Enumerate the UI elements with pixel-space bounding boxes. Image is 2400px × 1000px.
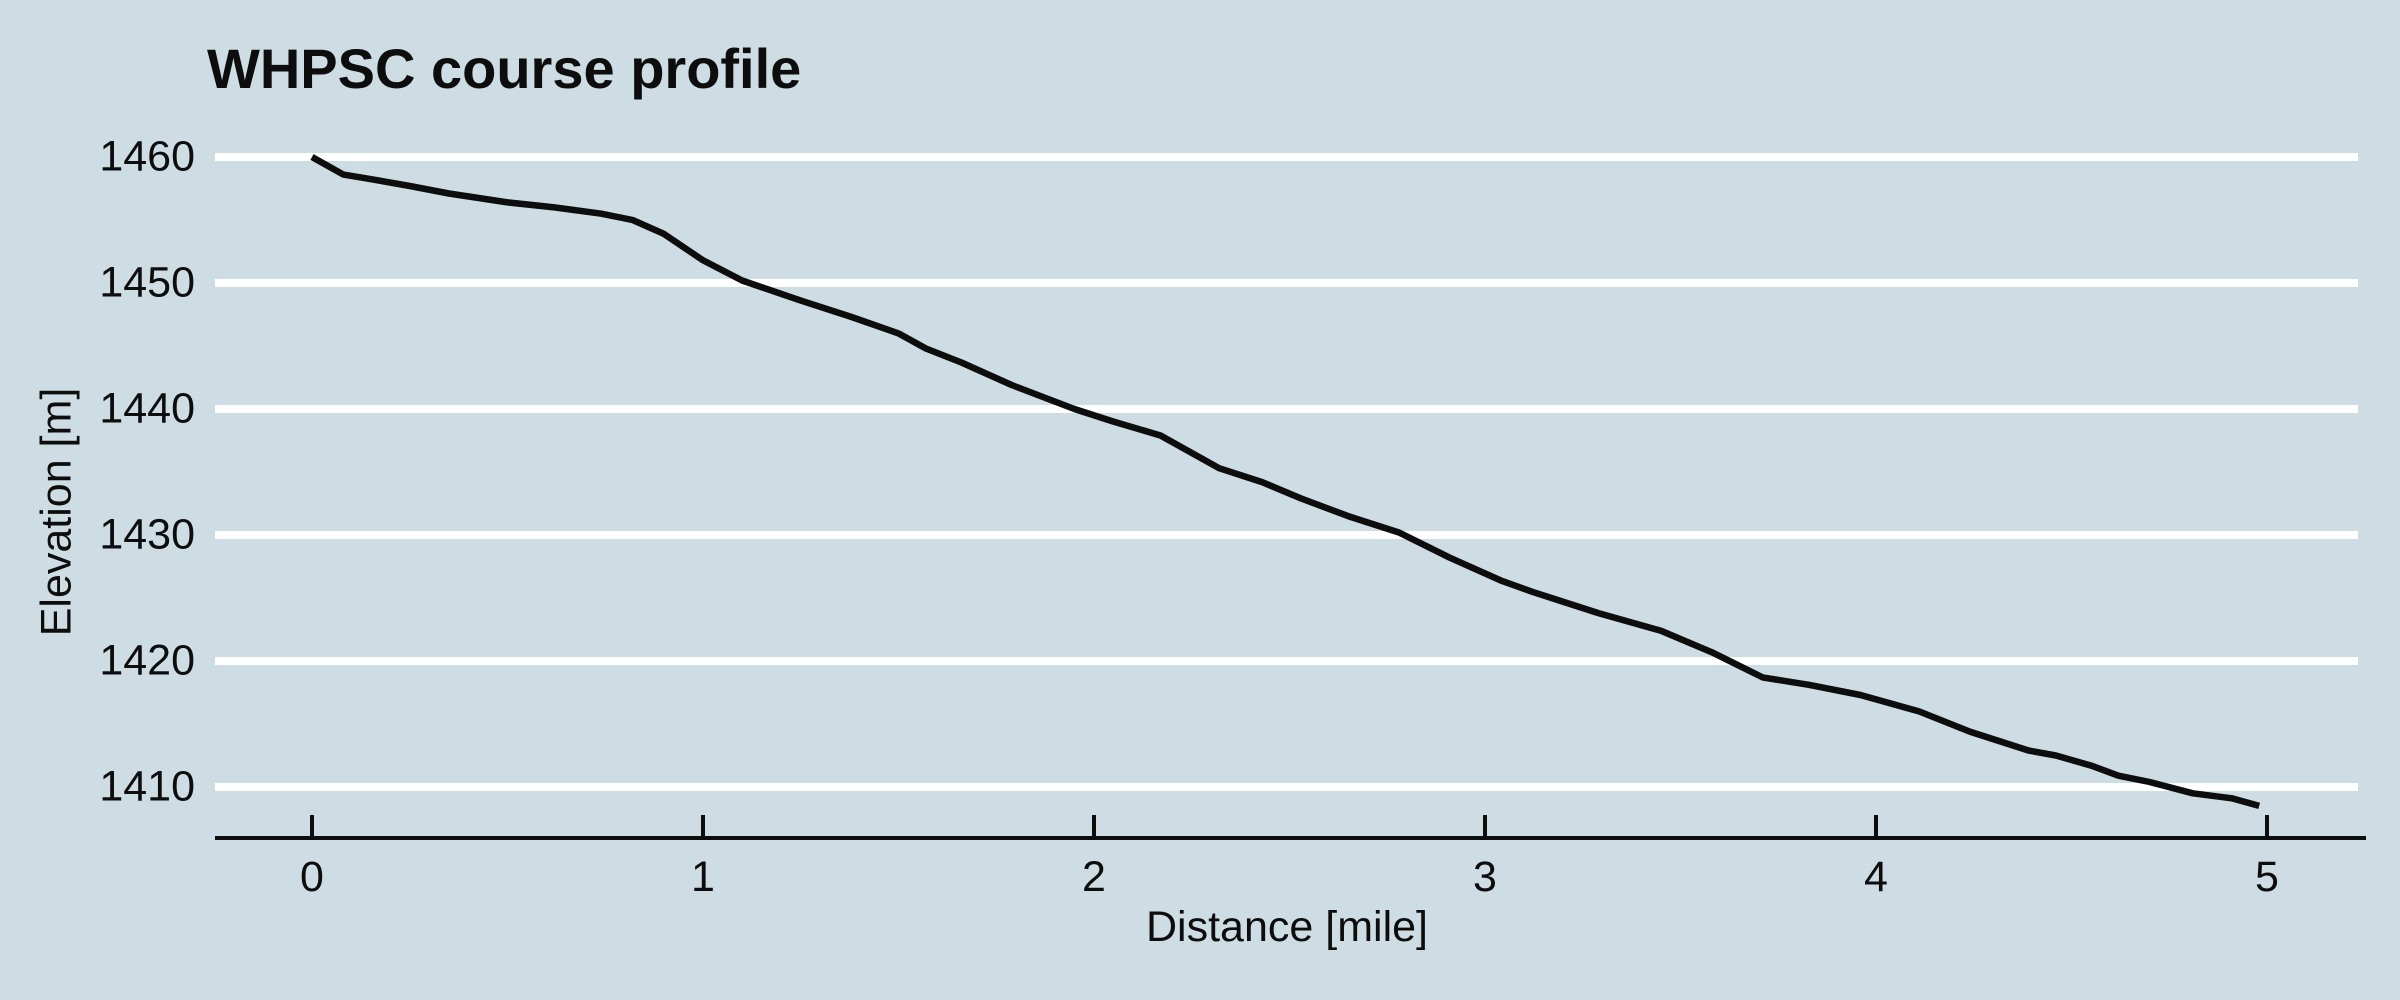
x-axis	[215, 815, 2366, 840]
elevation-line	[310, 154, 2261, 810]
x-tick-label-2: 2	[1082, 853, 1106, 901]
x-axis-label: Distance [mile]	[1146, 903, 1428, 951]
gridlines	[215, 153, 2358, 791]
y-tick-label-1420: 1420	[99, 636, 195, 685]
y-tick-label-1460: 1460	[99, 132, 195, 181]
chart-title: WHPSC course profile	[207, 37, 802, 100]
y-tick-label-1440: 1440	[99, 384, 195, 433]
y-tick-label-1430: 1430	[99, 510, 195, 559]
x-tick-label-1: 1	[691, 853, 715, 901]
x-tick-label-3: 3	[1473, 853, 1497, 901]
x-tick-label-4: 4	[1864, 853, 1888, 901]
y-tick-label-1450: 1450	[99, 258, 195, 307]
y-tick-label-1410: 1410	[99, 762, 195, 811]
x-tick-label-0: 0	[300, 853, 324, 901]
x-tick-label-5: 5	[2255, 853, 2279, 901]
